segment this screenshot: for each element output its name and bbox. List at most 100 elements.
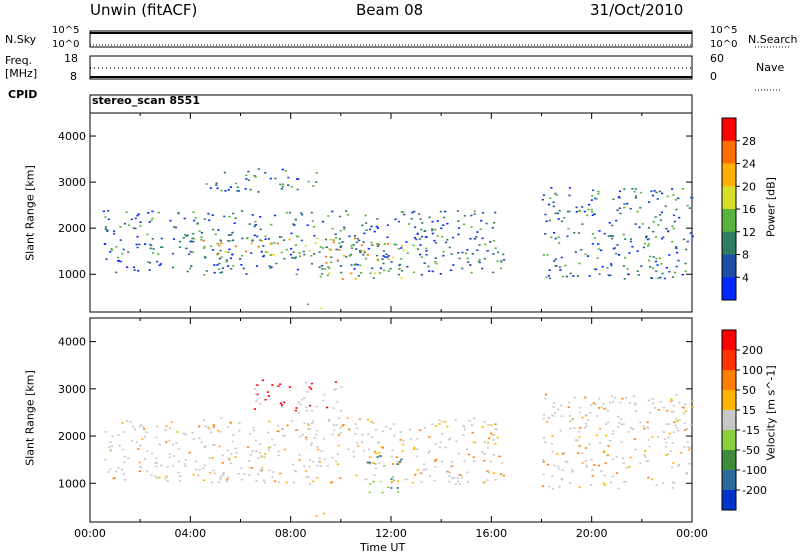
- data-point-1-4: [662, 431, 665, 433]
- data-point-0-0: [232, 239, 235, 242]
- data-point-1-0: [259, 443, 262, 445]
- data-point-1-1: [305, 409, 309, 412]
- data-point-0-0: [481, 212, 485, 214]
- data-point-1-1: [267, 395, 270, 397]
- data-point-0-0: [205, 270, 208, 272]
- data-point-0-0: [260, 250, 263, 253]
- data-point-0-0: [104, 228, 107, 230]
- data-point-0-0: [376, 218, 379, 220]
- data-point-0-0: [470, 226, 473, 228]
- panel-1-scatter: [104, 379, 695, 517]
- data-point-0-2: [269, 254, 272, 256]
- data-point-0-0: [339, 265, 343, 267]
- data-point-0-0: [335, 248, 338, 251]
- data-point-0-0: [365, 257, 368, 260]
- data-point-1-2: [393, 479, 396, 482]
- data-point-0-5: [610, 264, 613, 267]
- data-point-1-0: [227, 476, 230, 479]
- data-point-0-5: [566, 235, 569, 238]
- data-point-1-0: [312, 420, 315, 423]
- data-point-1-0: [431, 423, 434, 426]
- data-point-0-5: [577, 232, 580, 234]
- data-point-1-4: [617, 487, 620, 490]
- data-point-0-1: [234, 182, 238, 185]
- data-point-1-0: [414, 474, 417, 476]
- data-point-0-0: [418, 213, 421, 215]
- data-point-1-4: [664, 438, 667, 440]
- data-point-1-0: [200, 441, 203, 444]
- colorbar-tick-label-1-2: 50: [742, 384, 756, 397]
- data-point-0-0: [363, 232, 366, 235]
- data-point-0-2: [224, 251, 227, 253]
- data-point-1-4: [559, 404, 563, 407]
- data-point-0-0: [458, 257, 461, 260]
- data-point-1-2: [400, 458, 403, 461]
- data-point-1-4: [574, 439, 578, 441]
- data-point-1-0: [373, 474, 376, 476]
- data-point-1-0: [428, 436, 431, 438]
- data-point-1-4: [691, 406, 694, 409]
- data-point-1-4: [612, 401, 615, 403]
- data-point-0-5: [610, 263, 613, 265]
- data-point-0-5: [592, 189, 595, 192]
- data-point-0-0: [469, 264, 472, 266]
- data-point-0-2: [353, 237, 356, 240]
- data-point-0-0: [110, 247, 113, 250]
- data-point-0-5: [636, 210, 639, 213]
- data-point-0-0: [457, 252, 460, 254]
- data-point-1-0: [361, 433, 364, 436]
- data-point-0-5: [671, 188, 674, 190]
- data-point-1-0: [301, 434, 304, 436]
- data-point-0-2: [315, 237, 319, 240]
- data-point-0-0: [137, 270, 140, 272]
- data-point-0-1: [280, 188, 283, 190]
- data-point-0-5: [608, 222, 611, 224]
- data-point-0-5: [643, 242, 646, 245]
- data-point-0-5: [624, 256, 627, 259]
- data-point-1-4: [570, 418, 573, 421]
- data-point-1-4: [571, 469, 574, 471]
- data-point-1-4: [687, 449, 690, 451]
- data-point-1-0: [145, 431, 148, 433]
- data-point-1-0: [229, 462, 232, 465]
- data-point-0-2: [330, 249, 333, 251]
- data-point-0-5: [609, 235, 612, 237]
- data-point-1-0: [183, 463, 186, 465]
- data-point-0-0: [106, 230, 109, 233]
- data-point-0-0: [425, 253, 428, 256]
- data-point-1-0: [422, 469, 425, 471]
- data-point-0-0: [457, 220, 460, 222]
- data-point-1-4: [634, 448, 637, 451]
- data-point-0-0: [151, 210, 154, 213]
- data-point-0-0: [192, 232, 195, 235]
- data-point-1-0: [471, 431, 474, 434]
- data-point-1-4: [550, 443, 554, 445]
- data-point-0-0: [136, 246, 139, 249]
- data-point-0-5: [631, 188, 634, 190]
- data-point-0-0: [300, 212, 303, 214]
- data-point-1-1: [315, 405, 318, 408]
- ytick-label-0-0: 1000: [58, 268, 86, 281]
- data-point-0-5: [681, 273, 684, 276]
- data-point-1-4: [666, 410, 669, 412]
- data-point-1-0: [416, 437, 419, 440]
- data-point-0-0: [478, 261, 481, 264]
- data-point-1-4: [607, 445, 610, 447]
- data-point-1-0: [365, 478, 368, 481]
- data-point-0-0: [344, 210, 348, 212]
- data-point-1-0: [295, 429, 298, 431]
- data-point-0-5: [655, 257, 658, 260]
- data-point-0-0: [193, 219, 196, 222]
- data-point-1-0: [111, 435, 114, 437]
- data-point-0-0: [355, 241, 359, 244]
- data-point-0-5: [612, 247, 615, 250]
- data-point-1-1: [309, 404, 312, 407]
- colorbar-tick-label-1-7: -200: [742, 484, 767, 497]
- data-point-1-0: [307, 423, 310, 425]
- data-point-0-5: [638, 226, 641, 229]
- colorbar-tick-label-0-5: 24: [742, 158, 756, 171]
- data-point-1-0: [452, 477, 455, 479]
- data-point-1-2: [372, 481, 375, 483]
- data-point-0-2: [259, 239, 262, 241]
